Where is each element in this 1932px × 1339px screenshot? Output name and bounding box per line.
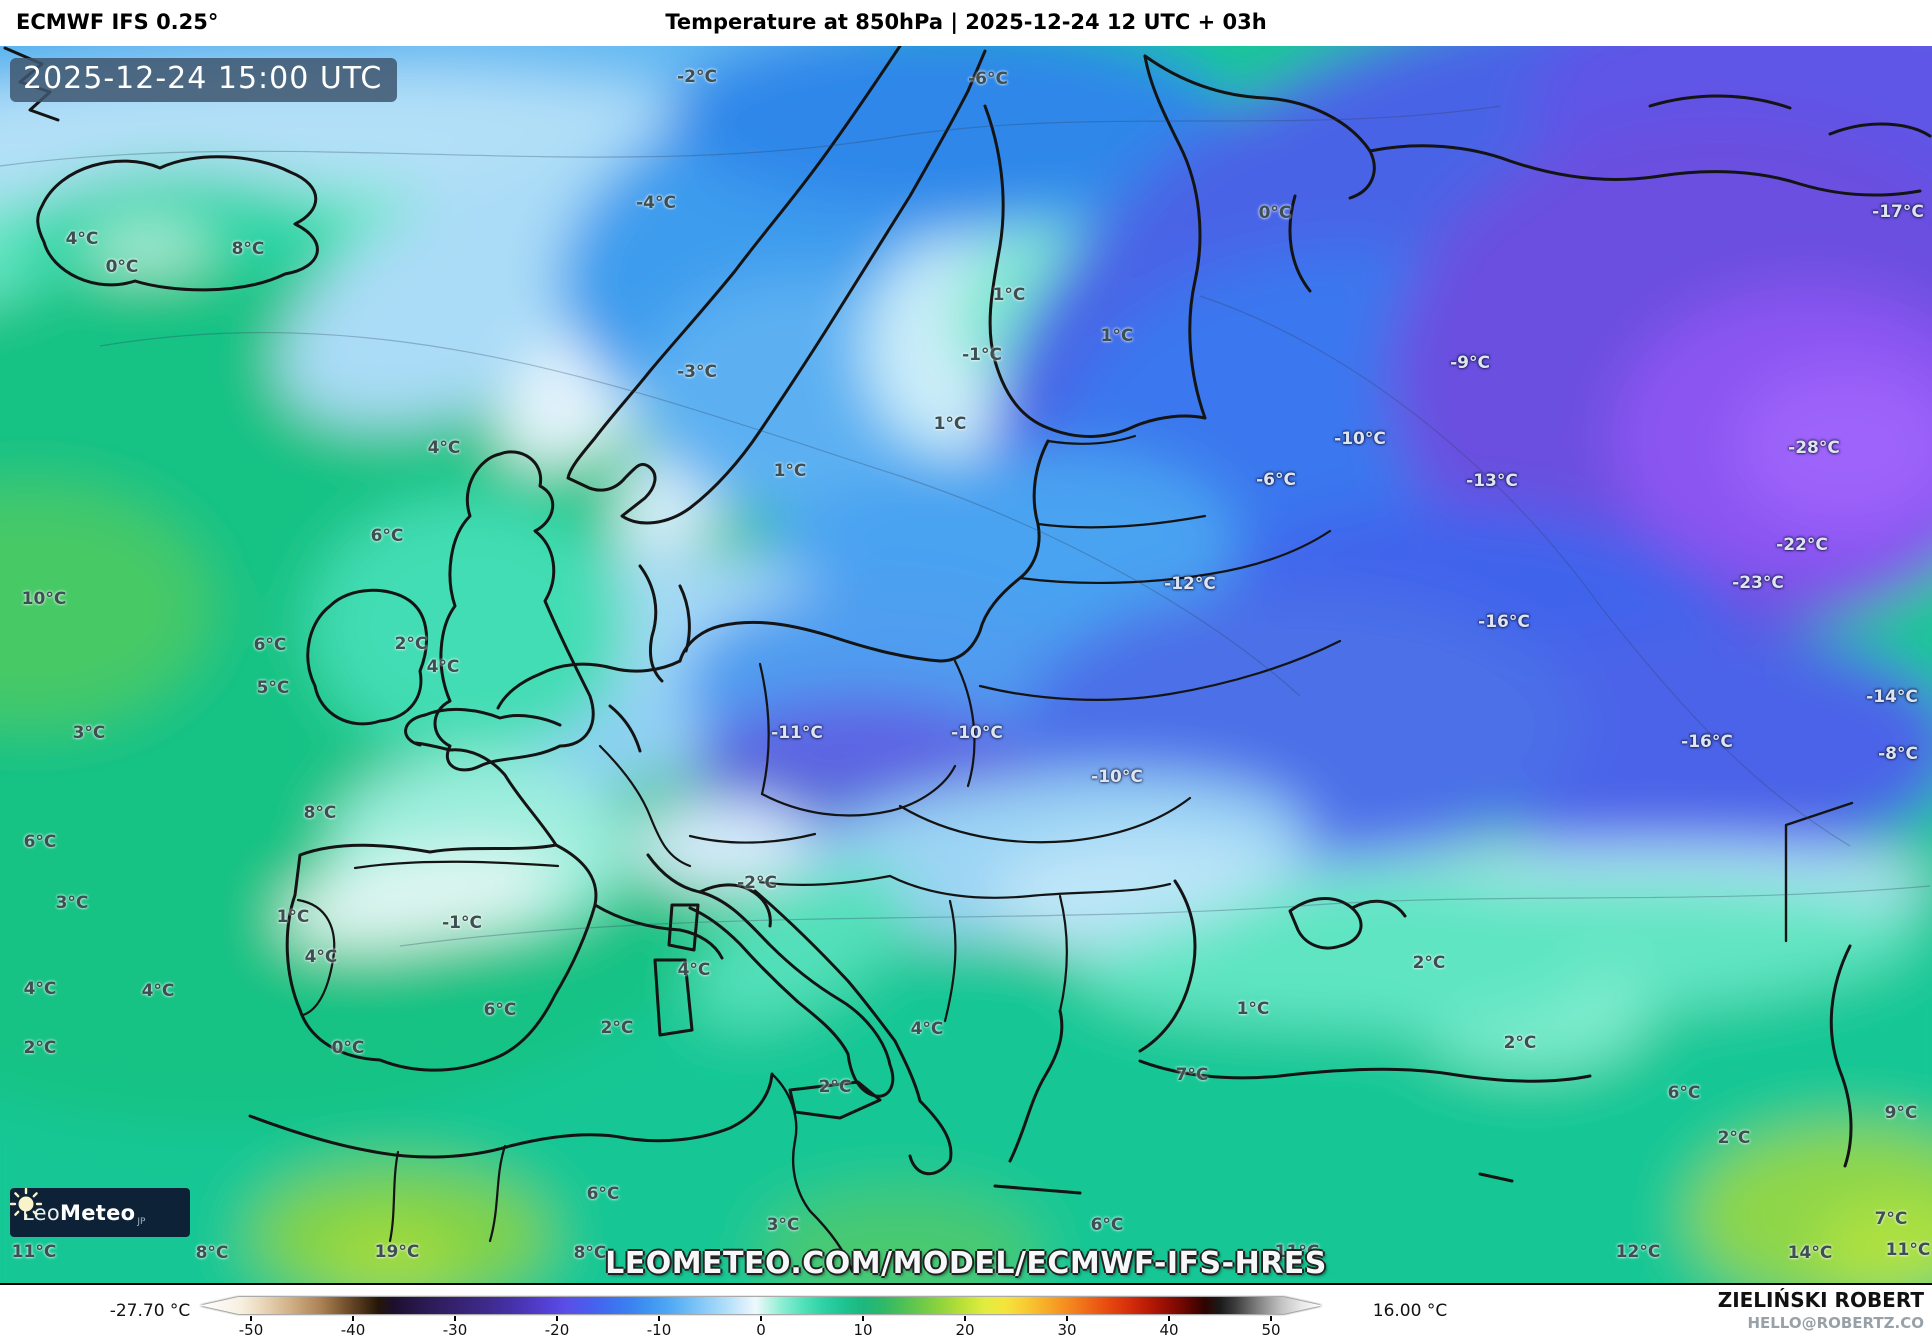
colorbar-tick-label: 40 <box>1159 1321 1179 1339</box>
colorbar-tick-label: 10 <box>853 1321 873 1339</box>
weather-map: -2°C -6°C -4°C 0°C -17°C 4°C 8°C 0°C 1°C 1°C -1°C -… <box>0 46 1932 1283</box>
colorbar-tick-label: -20 <box>544 1321 570 1339</box>
sun-icon <box>10 1188 42 1220</box>
colorbar-tick-label: -30 <box>442 1321 468 1339</box>
model-name: ECMWF IFS 0.25° <box>16 10 219 34</box>
credit-name: ZIELIŃSKI ROBERT <box>1717 1288 1924 1312</box>
colorbar-tick <box>1270 1316 1272 1321</box>
watermark: LEOMETEO.COM/MODEL/ECMWF-IFS-HRES <box>605 1246 1327 1281</box>
timestamp-badge: 2025-12-24 15:00 UTC <box>10 58 398 102</box>
temperature-field <box>0 46 1932 1283</box>
colorbar-gradient <box>200 1297 1322 1314</box>
colorbar-tick <box>1066 1316 1068 1321</box>
colorbar-min-value: -27.70 °C <box>109 1301 191 1321</box>
colorbar-tick <box>454 1316 456 1321</box>
coastlines <box>3 46 1932 1273</box>
colorbar-tick-label: -50 <box>238 1321 264 1339</box>
colorbar-tick-label: -10 <box>646 1321 672 1339</box>
colorbar-tick <box>862 1316 864 1321</box>
colorbar-tick <box>964 1316 966 1321</box>
colorbar-panel: -27.70 °C 16.00 °C -50 -40 -30 -20 -10 0 10 20 3… <box>0 1283 1932 1339</box>
credit-email: HELLO@ROBERTZ.CO <box>1747 1314 1924 1332</box>
colorbar-tick <box>1168 1316 1170 1321</box>
colorbar-tick-label: -40 <box>340 1321 366 1339</box>
leometeo-logo: LeoMeteo JP <box>10 1188 190 1237</box>
colorbar-tick-label: 50 <box>1261 1321 1281 1339</box>
colorbar-tick <box>352 1316 354 1321</box>
colorbar-max-value: 16.00 °C <box>1372 1301 1448 1321</box>
colorbar-tick-label: 20 <box>955 1321 975 1339</box>
header-bar: ECMWF IFS 0.25° Temperature at 850hPa | … <box>0 0 1932 48</box>
colorbar <box>200 1297 1322 1314</box>
colorbar-tick-label: 30 <box>1057 1321 1077 1339</box>
colorbar-tick <box>658 1316 660 1321</box>
colorbar-tick-label: 0 <box>756 1321 766 1339</box>
colorbar-tick <box>250 1316 252 1321</box>
colorbar-tick <box>556 1316 558 1321</box>
logo-suffix: JP <box>137 1217 146 1227</box>
page-title: Temperature at 850hPa | 2025-12-24 12 UT… <box>665 10 1267 34</box>
colorbar-tick <box>760 1316 762 1321</box>
